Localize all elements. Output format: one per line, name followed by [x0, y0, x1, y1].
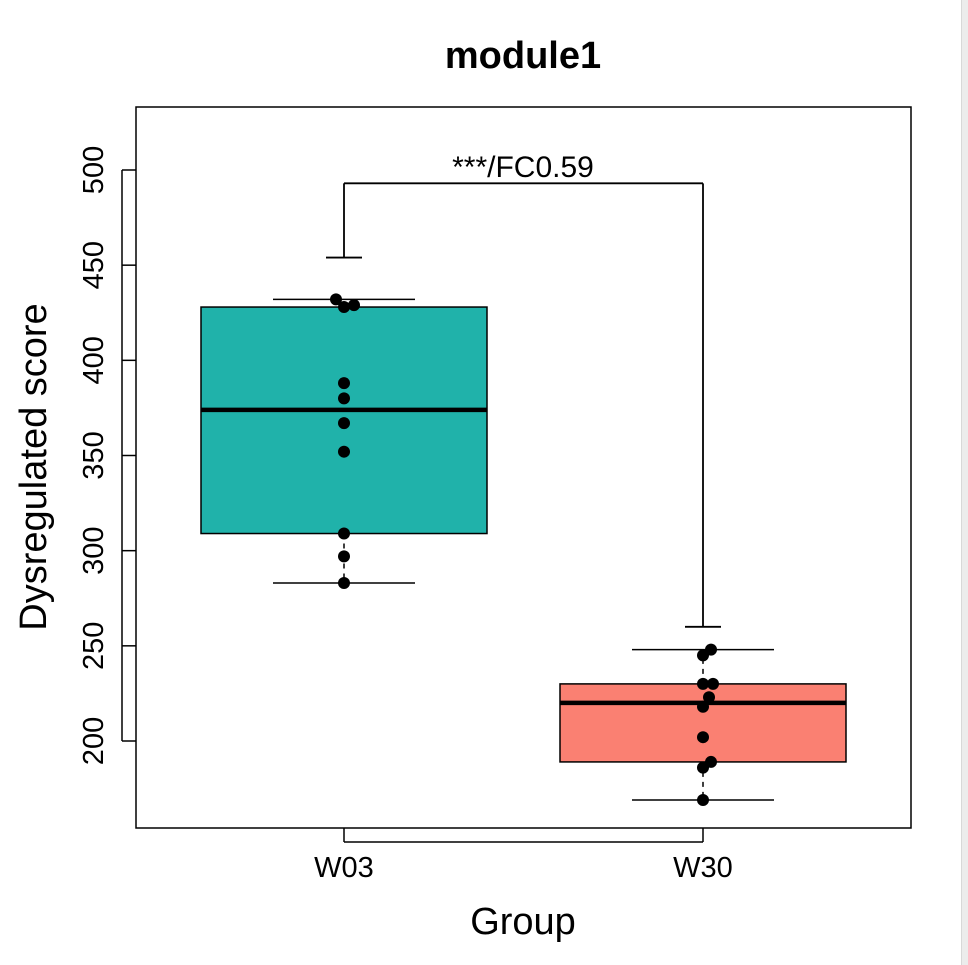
y-tick-label: 400: [78, 336, 110, 384]
data-points: [330, 293, 719, 807]
data-point: [697, 677, 709, 690]
data-point: [697, 761, 709, 774]
data-point: [707, 677, 719, 690]
data-point: [697, 731, 709, 744]
data-point: [697, 700, 709, 713]
box-w03: [200, 298, 488, 584]
x-axis: W03 W30: [314, 828, 733, 884]
x-axis-title: Group: [470, 901, 576, 943]
y-tick-label: 500: [78, 146, 110, 194]
data-point: [338, 550, 350, 563]
y-axis: 200 250 300 350 400 450 500: [78, 146, 136, 765]
y-tick-label: 350: [78, 431, 110, 479]
data-point: [330, 293, 342, 306]
plot-frame: [135, 106, 912, 829]
box-rect: [559, 683, 847, 763]
data-point: [338, 527, 350, 540]
chart-title: module1: [445, 35, 601, 77]
data-point: [697, 794, 709, 807]
box-w30: [559, 648, 847, 801]
data-point: [338, 577, 350, 590]
x-tick-label: W03: [314, 852, 374, 884]
data-point: [338, 377, 350, 390]
y-tick-label: 200: [78, 717, 110, 765]
significance-label: ***/FC0.59: [452, 151, 594, 184]
data-point: [338, 445, 350, 458]
y-tick-label: 300: [78, 526, 110, 574]
data-point: [338, 301, 350, 314]
data-point: [697, 649, 709, 662]
y-axis-title: Dysregulated score: [13, 303, 55, 630]
y-tick-label: 450: [78, 241, 110, 289]
data-point: [338, 417, 350, 430]
data-point: [338, 392, 350, 405]
data-point: [703, 691, 715, 704]
significance-bracket: ***/FC0.59: [326, 151, 721, 628]
y-tick-label: 250: [78, 622, 110, 670]
x-tick-label: W30: [673, 852, 733, 884]
box-series: [200, 298, 847, 801]
window-edge: [961, 0, 968, 965]
data-point: [348, 299, 360, 312]
